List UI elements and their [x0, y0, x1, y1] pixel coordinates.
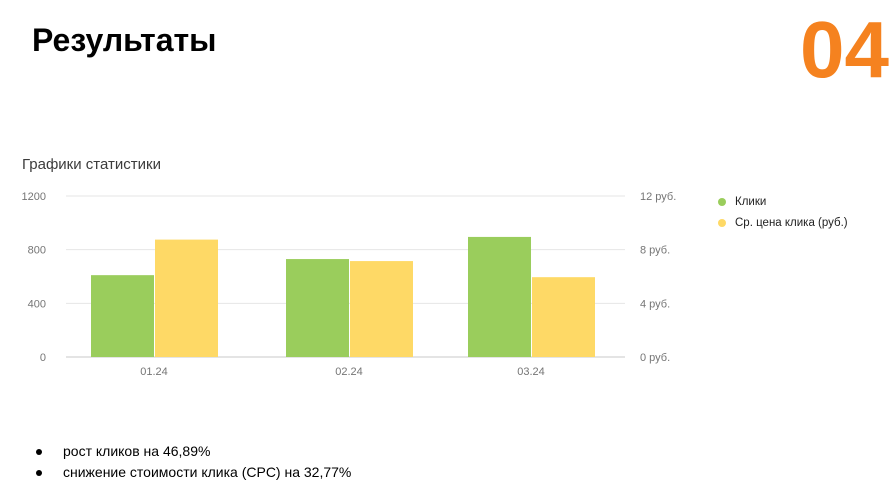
list-item: рост кликов на 46,89%	[32, 441, 351, 462]
x-tick-label: 03.24	[517, 366, 545, 378]
y-left-tick-label: 0	[40, 352, 46, 364]
bar-clicks	[286, 259, 349, 357]
x-tick-label: 01.24	[140, 366, 168, 378]
legend-label-clicks: Клики	[735, 195, 767, 208]
y-right-tick-label: 4 руб.	[640, 298, 670, 310]
y-left-tick-label: 400	[28, 298, 46, 310]
chart-legend: Клики Ср. цена клика (руб.)	[718, 191, 848, 233]
bar-cpc	[350, 261, 413, 357]
y-left-tick-label: 800	[28, 245, 46, 257]
bar-clicks	[91, 275, 154, 357]
page-title: Результаты	[32, 22, 217, 58]
list-item-text: снижение стоимости клика (CPC) на 32,77%	[63, 464, 352, 480]
legend-marker-clicks	[718, 197, 726, 206]
y-right-tick-label: 12 руб.	[640, 191, 676, 203]
bar-cpc	[155, 239, 218, 357]
y-left-tick-label: 1200	[22, 191, 46, 203]
bullet-icon	[36, 448, 42, 455]
results-list: рост кликов на 46,89% снижение стоимости…	[32, 441, 351, 483]
legend-marker-cpc	[718, 218, 726, 227]
legend-item-clicks: Клики	[718, 191, 848, 212]
x-tick-label: 02.24	[335, 366, 363, 378]
y-right-tick-label: 8 руб.	[640, 245, 670, 257]
bar-clicks	[468, 236, 531, 357]
chart-title: Графики статистики	[22, 156, 161, 173]
slide-number: 04	[800, 5, 889, 94]
list-item: снижение стоимости клика (CPC) на 32,77%	[32, 462, 351, 483]
bar-cpc	[532, 277, 595, 357]
list-item-text: рост кликов на 46,89%	[63, 443, 211, 459]
y-right-tick-label: 0 руб.	[640, 352, 670, 364]
legend-item-cpc: Ср. цена клика (руб.)	[718, 212, 848, 233]
legend-label-cpc: Ср. цена клика (руб.)	[735, 216, 848, 229]
bullet-icon	[36, 469, 42, 476]
